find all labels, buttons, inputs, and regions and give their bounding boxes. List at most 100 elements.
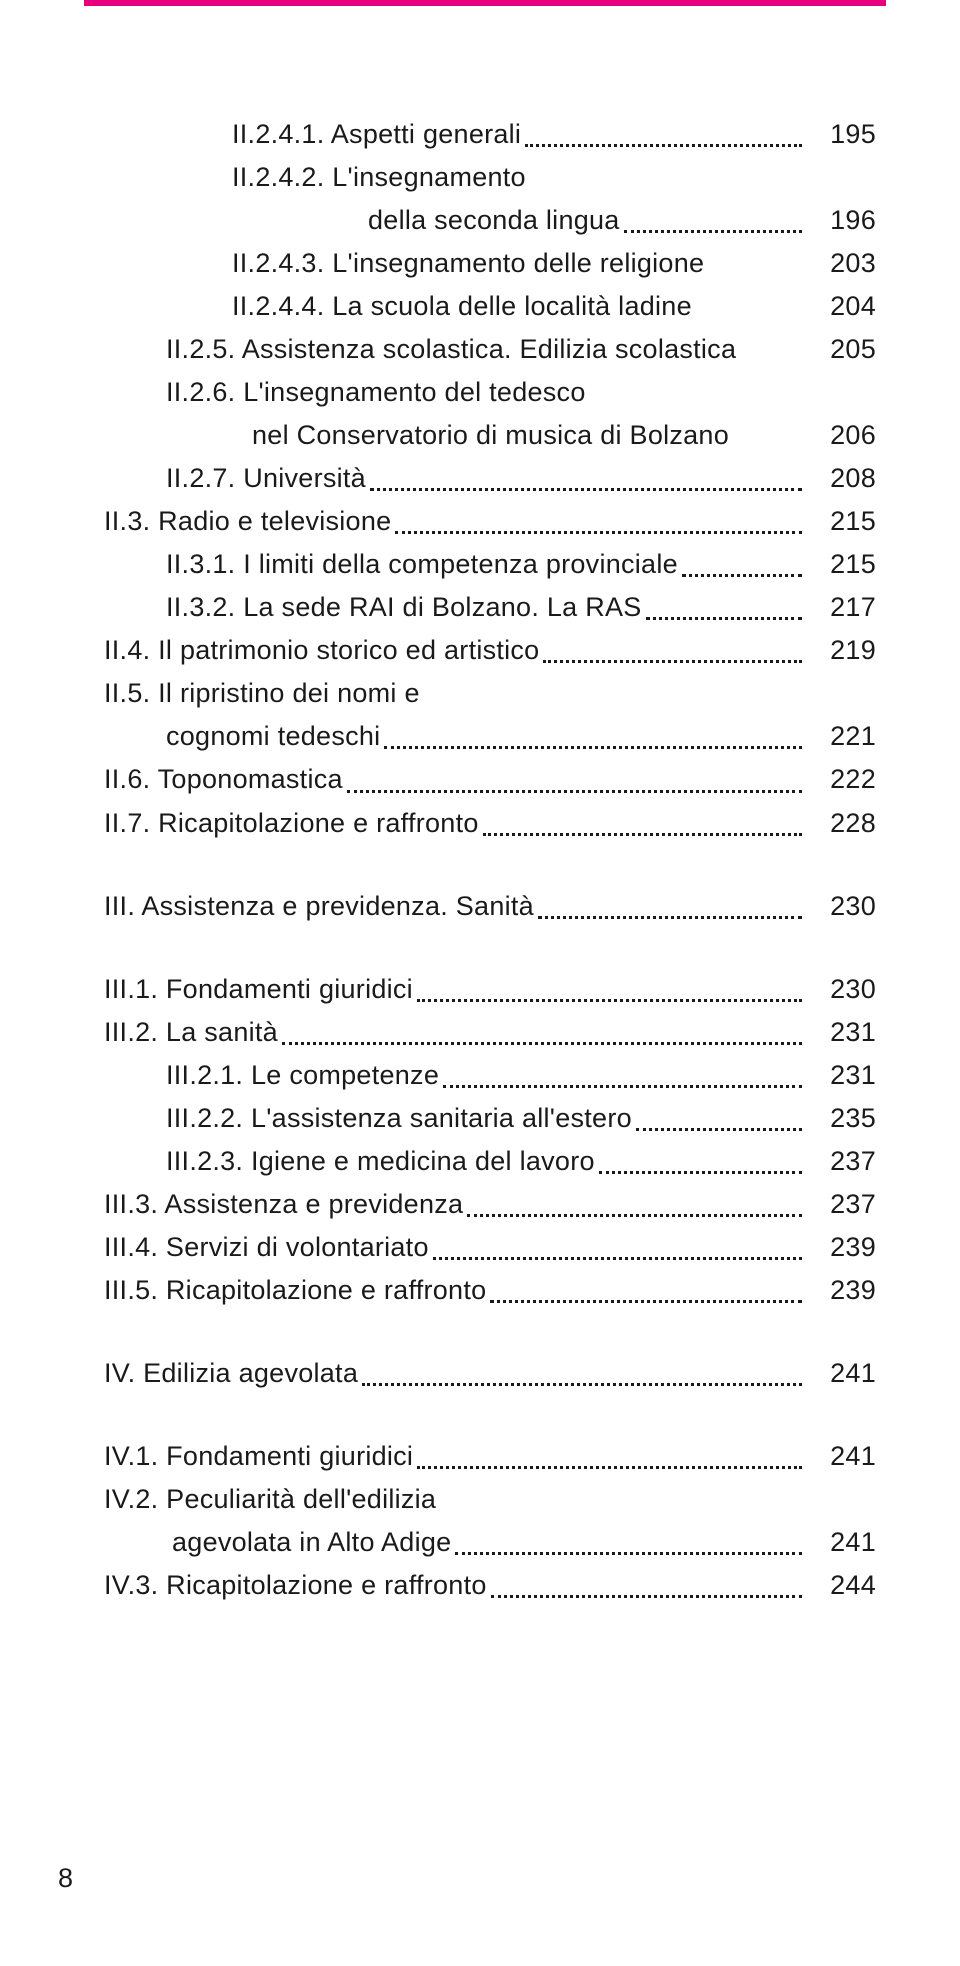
toc-leader [733,447,802,448]
toc-page-number: 241 [808,1436,876,1477]
toc-page-number: 205 [808,329,876,370]
toc-label-col: cognomi tedeschi [166,716,808,757]
toc-label: II.3.1. I limiti della competenza provin… [166,544,678,585]
toc-page-number: 196 [808,200,876,241]
toc-leader [682,574,802,577]
toc-entry: IV.3. Ricapitolazione e raffronto 244 [104,1565,876,1606]
toc-leader [740,361,802,362]
toc-entry: II.3.1. I limiti della competenza provin… [104,544,876,585]
toc-entry: II.2.5. Assistenza scolastica. Edilizia … [104,329,876,370]
toc-label: IV.3. Ricapitolazione e raffronto [104,1565,487,1606]
toc-label: III.3. Assistenza e previdenza [104,1184,463,1225]
toc-leader [370,488,802,491]
toc-page-number: 239 [808,1270,876,1311]
toc-leader [417,1466,802,1469]
toc-page-number: 228 [808,803,876,844]
toc-entry: III.5. Ricapitolazione e raffronto 239 [104,1270,876,1311]
toc-label: II.3.2. La sede RAI di Bolzano. La RAS [166,587,642,628]
toc-leader [362,1383,802,1386]
toc-label-col: IV.1. Fondamenti giuridici [104,1436,808,1477]
toc-entry: III.2.3. Igiene e medicina del lavoro237 [104,1141,876,1182]
toc-entry: II.4. Il patrimonio storico ed artistico… [104,630,876,671]
toc-label-col: II.2.4.2. L'insegnamento [232,157,876,198]
toc-label: agevolata in Alto Adige [172,1522,451,1563]
toc-label-col: II.2.4.4. La scuola delle località ladin… [232,286,808,327]
toc-label: III.5. Ricapitolazione e raffronto [104,1270,486,1311]
toc-leader [455,1552,802,1555]
toc-leader [490,1300,802,1303]
toc-entry: IV.1. Fondamenti giuridici 241 [104,1436,876,1477]
toc-gap [104,1396,876,1436]
toc-leader [433,1257,802,1260]
toc-leader [483,833,802,836]
toc-page-number: 244 [808,1565,876,1606]
toc-page-number: 195 [808,114,876,155]
toc-label: III.2.3. Igiene e medicina del lavoro [166,1141,595,1182]
toc-page-number: 239 [808,1227,876,1268]
table-of-contents: II.2.4.1. Aspetti generali 195II.2.4.2. L… [104,114,876,1606]
toc-entry: II.2.7. Università208 [104,458,876,499]
toc-entry: IV. Edilizia agevolata 241 [104,1353,876,1394]
toc-leader [384,746,802,749]
toc-gap [104,846,876,886]
toc-entry: II.2.4.2. L'insegnamento [104,157,876,198]
toc-label-col: agevolata in Alto Adige [172,1522,808,1563]
toc-label-col: III.2.2. L'assistenza sanitaria all'este… [166,1098,808,1139]
toc-leader [538,916,802,919]
toc-label-col: IV.2. Peculiarità dell'edilizia [104,1479,876,1520]
toc-label: II.7. Ricapitolazione e raffronto [104,803,479,844]
toc-entry: III.4. Servizi di volontariato 239 [104,1227,876,1268]
toc-page-number: 241 [808,1353,876,1394]
toc-label-col: III.2.3. Igiene e medicina del lavoro [166,1141,808,1182]
toc-label: II.6. Toponomastica [104,759,343,800]
toc-label-col: IV. Edilizia agevolata [104,1353,808,1394]
toc-label: II.2.4.1. Aspetti generali [232,114,521,155]
toc-leader [646,617,802,620]
toc-label: IV.1. Fondamenti giuridici [104,1436,413,1477]
toc-label-col: II.3. Radio e televisione [104,501,808,542]
toc-leader [543,660,802,663]
toc-entry: II.3.2. La sede RAI di Bolzano. La RAS 21… [104,587,876,628]
toc-label-col: II.2.4.3. L'insegnamento delle religione [232,243,808,284]
toc-label: della seconda lingua [368,200,620,241]
toc-label: II.2.5. Assistenza scolastica. Edilizia … [166,329,736,370]
toc-page-number: 217 [808,587,876,628]
toc-leader [282,1042,802,1045]
toc-label: IV. Edilizia agevolata [104,1353,358,1394]
toc-label: II.5. Il ripristino dei nomi e [104,673,420,714]
toc-page-number: 237 [808,1184,876,1225]
toc-label: III. Assistenza e previdenza. Sanità [104,886,534,927]
toc-label: cognomi tedeschi [166,716,380,757]
toc-label-col: nel Conservatorio di musica di Bolzano [252,415,808,456]
toc-leader [708,275,802,276]
toc-page-number: 204 [808,286,876,327]
toc-label-col: della seconda lingua [368,200,808,241]
toc-label-col: III.1. Fondamenti giuridici [104,969,808,1010]
toc-label: III.4. Servizi di volontariato [104,1227,429,1268]
toc-label: III.2.2. L'assistenza sanitaria all'este… [166,1098,632,1139]
toc-label-col: II.2.5. Assistenza scolastica. Edilizia … [166,329,808,370]
toc-page-number: 215 [808,544,876,585]
toc-label-col: III. Assistenza e previdenza. Sanità [104,886,808,927]
toc-entry: della seconda lingua 196 [104,200,876,241]
toc-label: III.1. Fondamenti giuridici [104,969,413,1010]
toc-page-number: 231 [808,1055,876,1096]
toc-page-number: 221 [808,716,876,757]
toc-page-number: 241 [808,1522,876,1563]
toc-entry: III.1. Fondamenti giuridici230 [104,969,876,1010]
toc-label: III.2.1. Le competenze [166,1055,439,1096]
toc-leader [599,1171,802,1174]
toc-entry: nel Conservatorio di musica di Bolzano20… [104,415,876,456]
toc-label-col: III.2.1. Le competenze [166,1055,808,1096]
toc-entry: II.5. Il ripristino dei nomi e [104,673,876,714]
toc-label-col: II.6. Toponomastica [104,759,808,800]
toc-gap [104,1313,876,1353]
page: II.2.4.1. Aspetti generali 195II.2.4.2. L… [0,0,960,1966]
toc-label-col: II.3.1. I limiti della competenza provin… [166,544,808,585]
toc-entry: II.2.4.3. L'insegnamento delle religione… [104,243,876,284]
toc-label-col: III.3. Assistenza e previdenza [104,1184,808,1225]
page-number: 8 [58,1863,73,1894]
toc-entry: II.6. Toponomastica222 [104,759,876,800]
toc-page-number: 208 [808,458,876,499]
toc-label: II.3. Radio e televisione [104,501,391,542]
